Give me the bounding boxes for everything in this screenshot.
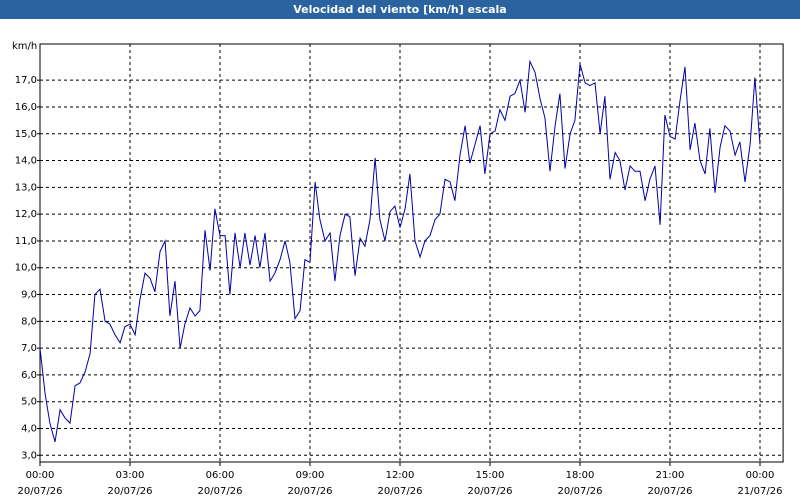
y-tick-label: 15,0 <box>15 129 37 140</box>
y-tick-label: 6,0 <box>21 370 37 381</box>
x-tick-date: 20/07/26 <box>468 486 513 497</box>
y-tick-label: 5,0 <box>21 397 37 408</box>
x-tick-label: 18:00 <box>566 470 595 481</box>
y-tick-label: 16,0 <box>15 102 37 113</box>
x-tick-date: 20/07/26 <box>288 486 333 497</box>
y-tick-label: 12,0 <box>15 209 37 220</box>
y-tick-label: 17,0 <box>15 75 37 86</box>
y-tick-label: 11,0 <box>15 236 37 247</box>
chart-title: Velocidad del viento [km/h] escala <box>293 3 506 16</box>
y-tick-label: 10,0 <box>15 263 37 274</box>
x-tick-date: 20/07/26 <box>108 486 153 497</box>
plot-area <box>39 43 784 463</box>
y-tick-label: 13,0 <box>15 182 37 193</box>
title-bar <box>0 0 800 19</box>
x-tick-date: 20/07/26 <box>18 486 63 497</box>
x-tick-label: 06:00 <box>206 470 235 481</box>
x-tick-label: 00:00 <box>26 470 55 481</box>
wind-line <box>39 59 761 443</box>
x-tick-label: 15:00 <box>476 470 505 481</box>
y-unit: km/h <box>12 41 37 52</box>
x-tick-label: 12:00 <box>386 470 415 481</box>
y-tick-label: 3,0 <box>21 450 37 461</box>
y-tick-label: 14,0 <box>15 156 37 167</box>
y-tick-label: 7,0 <box>21 343 37 354</box>
y-tick-label: 4,0 <box>21 424 37 435</box>
y-tick-label: 8,0 <box>21 316 37 327</box>
x-tick-date: 20/07/26 <box>198 486 243 497</box>
x-tick-label: 00:00 <box>746 470 775 481</box>
x-tick-date: 20/07/26 <box>648 486 693 497</box>
x-tick-date: 20/07/26 <box>378 486 423 497</box>
x-tick-label: 21:00 <box>656 470 685 481</box>
x-tick-label: 09:00 <box>296 470 325 481</box>
x-tick-date: 21/07/26 <box>738 486 783 497</box>
y-tick-label: 9,0 <box>21 290 37 301</box>
x-tick-date: 20/07/26 <box>558 486 603 497</box>
x-tick-label: 03:00 <box>116 470 145 481</box>
